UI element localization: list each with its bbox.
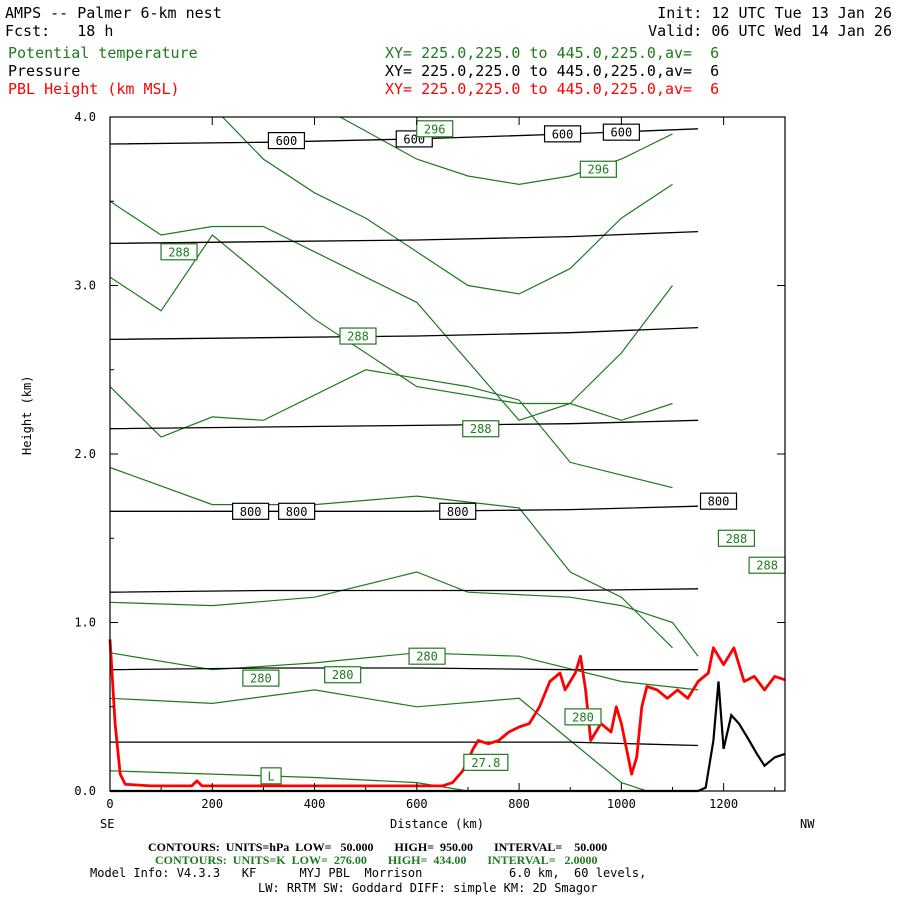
- theta-contours: [109, 116, 699, 792]
- theta-label-box: [339, 327, 377, 345]
- theta-contour-line: [109, 689, 648, 792]
- pbl-height-series: [108, 639, 786, 788]
- right-end-label: NW: [800, 817, 815, 831]
- pressure-contour-750: [109, 419, 699, 430]
- chart-title: AMPS -- Palmer 6-km nest: [5, 4, 222, 22]
- pressure-label: 800: [240, 505, 262, 519]
- theta-contour-line: [109, 369, 673, 489]
- theta-label-box: [463, 753, 509, 771]
- theta-label: 27.8: [471, 756, 500, 770]
- field-name-pbl: PBL Height (km MSL): [8, 80, 180, 98]
- forecast-hour: Fcst: 18 h: [5, 22, 114, 40]
- y-tick-label: 3.0: [74, 279, 96, 293]
- pressure-contours: [109, 128, 699, 747]
- valid-time: Valid: 06 UTC Wed 14 Jan 26: [648, 22, 892, 40]
- pressure-label: 800: [447, 505, 469, 519]
- theta-label: 280: [572, 710, 594, 724]
- terrain-line: [110, 681, 786, 793]
- pressure-label: 800: [708, 495, 730, 509]
- theta-label-box: [260, 767, 282, 785]
- theta-label-box: [416, 120, 454, 138]
- pressure-label-box: [699, 492, 738, 510]
- theta-label: 280: [250, 672, 272, 686]
- field-xy-theta: XY= 225.0,225.0 to 445.0,225.0,av= 6: [385, 44, 720, 62]
- x-tick-label: 200: [201, 797, 223, 811]
- theta-label-box: [242, 669, 280, 687]
- theta-label: 288: [756, 559, 778, 573]
- theta-label-box: [717, 529, 756, 547]
- theta-label: 280: [332, 668, 354, 682]
- init-time: Init: 12 UTC Tue 13 Jan 26: [657, 4, 892, 22]
- terrain-profile: [110, 681, 786, 793]
- pressure-label-box: [439, 502, 477, 520]
- x-axis-label: Distance (km): [390, 817, 484, 831]
- y-tick-label: 0.0: [74, 784, 96, 798]
- pressure-label: 600: [552, 127, 574, 141]
- pressure-label: 800: [286, 505, 308, 519]
- x-tick-label: 0: [106, 797, 113, 811]
- theta-label: 280: [416, 650, 438, 664]
- pressure-contour-900: [109, 667, 699, 671]
- pressure-contour-800: [110, 505, 699, 512]
- theta-contour-line: [109, 652, 699, 691]
- theta-label-box: [160, 243, 198, 261]
- theta-label-box: [462, 420, 500, 438]
- theta-label: 288: [470, 422, 492, 436]
- theta-contour-line: [109, 571, 699, 657]
- pressure-label-box: [278, 502, 316, 520]
- theta-label: 288: [168, 245, 190, 259]
- x-tick-label: 600: [406, 797, 428, 811]
- theta-label-box: [408, 647, 446, 665]
- field-xy-pressure: XY= 225.0,225.0 to 445.0,225.0,av= 6: [385, 62, 720, 80]
- pbl-height-line: [108, 639, 786, 788]
- theta-label-box: [579, 160, 617, 178]
- theta-contour-line: [109, 200, 673, 421]
- theta-contour-line: [109, 770, 469, 792]
- x-tick-label: 400: [304, 797, 326, 811]
- x-tick-label: 800: [508, 797, 530, 811]
- pressure-contour-700: [109, 326, 699, 341]
- pressure-contour-650: [109, 230, 699, 245]
- y-tick-label: 2.0: [74, 447, 96, 461]
- left-end-label: SE: [100, 817, 115, 831]
- physics-info: LW: RRTM SW: Goddard DIFF: simple KM: 2D…: [258, 881, 598, 895]
- pressure-contour-950: [110, 741, 699, 747]
- pressure-label: 600: [611, 126, 633, 140]
- theta-contour-info: CONTOURS: UNITS=K LOW= 276.00 HIGH= 434.…: [155, 853, 598, 867]
- x-tick-label: 1200: [709, 797, 738, 811]
- x-tick-label: 1000: [607, 797, 636, 811]
- pressure-label-box: [267, 131, 306, 150]
- y-tick-label: 4.0: [74, 110, 96, 124]
- theta-contour-line: [222, 116, 673, 295]
- field-xy-pbl: XY= 225.0,225.0 to 445.0,225.0,av= 6: [385, 80, 720, 98]
- theta-label: L: [267, 769, 274, 783]
- pressure-label: 600: [276, 134, 298, 148]
- y-axis-label: Height (km): [20, 375, 34, 455]
- pressure-contour-info: CONTOURS: UNITS=hPa LOW= 50.000 HIGH= 95…: [148, 840, 608, 854]
- theta-label: 296: [588, 163, 610, 177]
- field-name-pressure: Pressure: [8, 62, 81, 80]
- theta-label-box: [564, 708, 602, 726]
- pressure-label-box: [543, 125, 582, 143]
- theta-label: 296: [424, 122, 446, 136]
- model-info: Model Info: V4.3.3 KF MYJ PBL Morrison 6…: [90, 866, 647, 880]
- y-tick-label: 1.0: [74, 616, 96, 630]
- theta-contour-line: [109, 466, 673, 649]
- theta-contour-line: [339, 116, 673, 186]
- theta-contour-line: [109, 234, 673, 421]
- theta-label: 288: [726, 532, 748, 546]
- theta-label-box: [324, 666, 362, 684]
- axes: 0 200 400 600 800 1000 1200 0.0 1.0 2.0 3.0 4.0: [74, 110, 786, 811]
- theta-label: 288: [347, 330, 369, 344]
- plot-frame: [109, 116, 786, 792]
- field-name-theta: Potential temperature: [8, 44, 198, 62]
- pressure-contour-850: [109, 588, 699, 593]
- pressure-label-box: [232, 502, 270, 520]
